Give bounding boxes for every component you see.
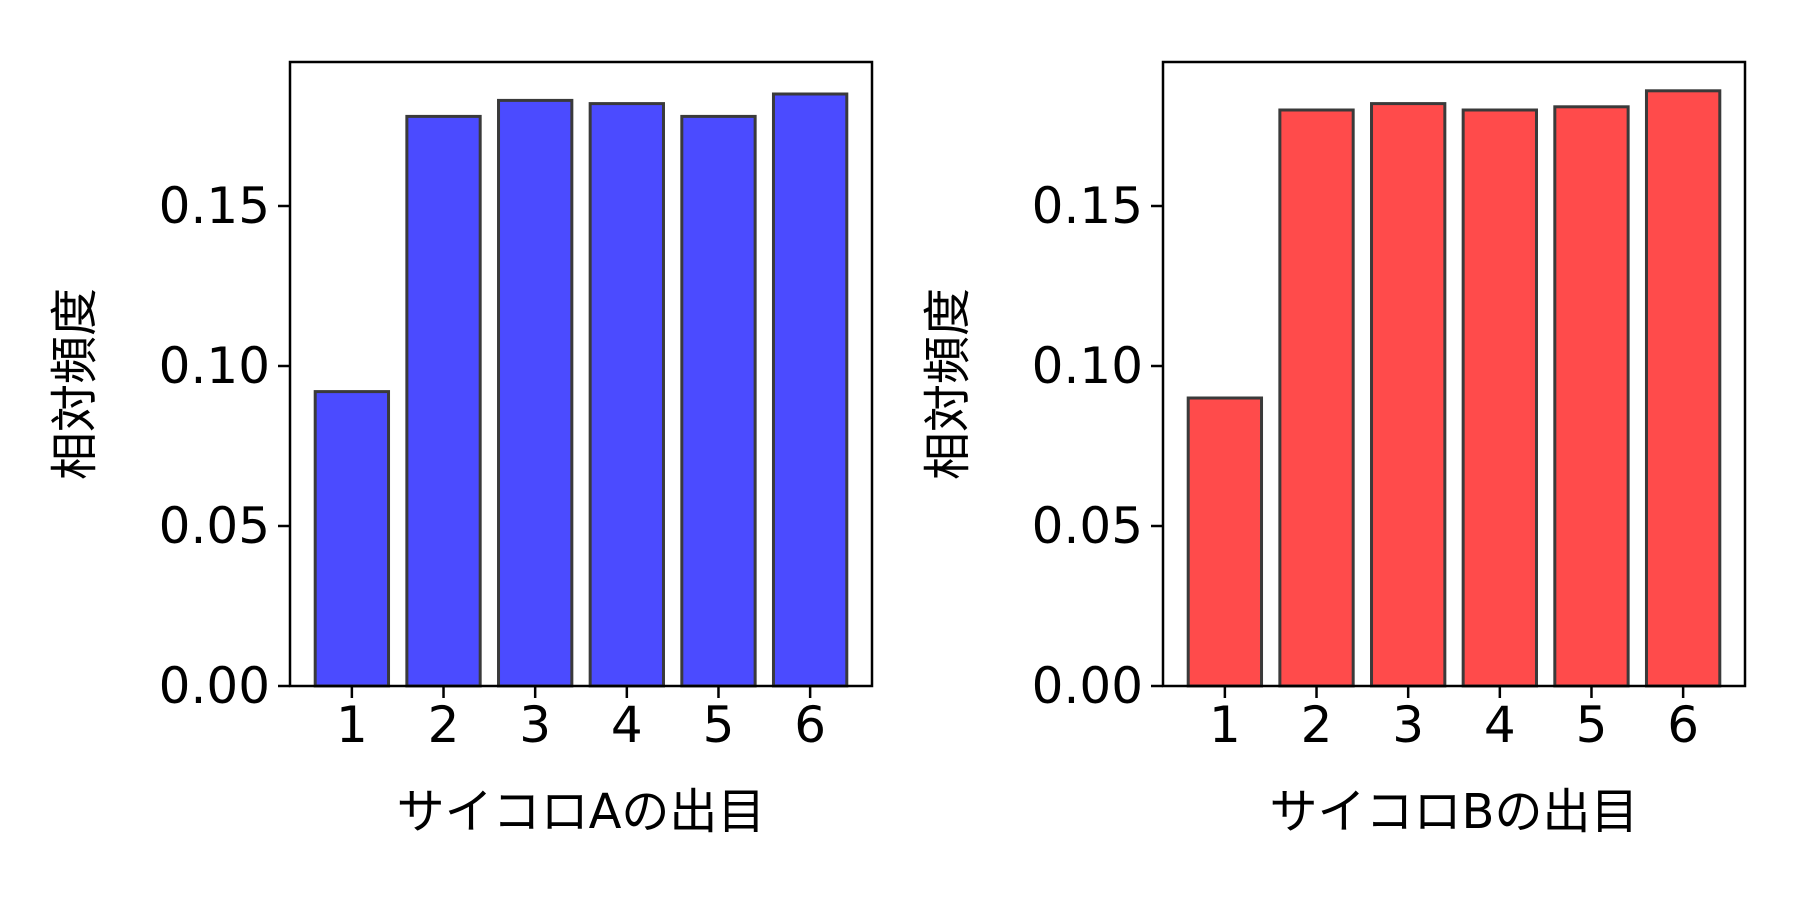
bar-dice-b-2 <box>1278 108 1355 688</box>
y-tick-label: 0.15 <box>1032 177 1143 235</box>
x-ticks-dice-a: 1 2 3 4 5 6 <box>336 686 826 754</box>
x-tick-label: 5 <box>703 696 735 754</box>
bars-dice-a <box>313 92 849 688</box>
chart-panel-dice-a: 0.00 0.05 0.10 0.15 1 2 3 4 5 6 サイコロAの出目 相対頻度 <box>47 60 874 840</box>
bar-dice-b-4 <box>1461 108 1538 688</box>
x-tick-label: 4 <box>611 696 643 754</box>
y-axis-label-dice-a: 相対頻度 <box>47 288 103 480</box>
chart-panel-dice-b: 0.00 0.05 0.10 0.15 1 2 3 4 5 6 サイコロBの出目 相対頻度 <box>920 60 1747 840</box>
y-axis-label-dice-b: 相対頻度 <box>920 288 976 480</box>
y-tick-label: 0.05 <box>159 497 270 555</box>
x-tick-label: 2 <box>428 696 460 754</box>
y-tick-label: 0.10 <box>1032 337 1143 395</box>
bar-dice-a-2 <box>405 114 482 688</box>
bar-dice-a-6 <box>771 92 849 688</box>
bar-dice-a-5 <box>680 114 757 688</box>
x-tick-label: 5 <box>1576 696 1608 754</box>
bar-dice-b-6 <box>1644 89 1722 688</box>
x-tick-label: 1 <box>1209 696 1241 754</box>
bars-dice-b <box>1186 89 1722 688</box>
axes-frame-dice-b <box>1161 60 1747 688</box>
y-ticks-dice-a: 0.00 0.05 0.10 0.15 <box>159 177 290 715</box>
x-ticks-dice-b: 1 2 3 4 5 6 <box>1209 686 1699 754</box>
x-tick-label: 2 <box>1301 696 1333 754</box>
x-tick-label: 6 <box>1667 696 1699 754</box>
bar-dice-b-1 <box>1186 396 1264 688</box>
bar-dice-a-3 <box>497 98 574 688</box>
x-tick-label: 1 <box>336 696 368 754</box>
y-tick-label: 0.10 <box>159 337 270 395</box>
x-axis-label-dice-a: サイコロAの出目 <box>397 784 766 840</box>
bar-dice-a-1 <box>313 390 391 688</box>
x-tick-label: 3 <box>1392 696 1424 754</box>
axes-frame-dice-a <box>288 60 874 688</box>
x-axis-label-dice-b: サイコロBの出目 <box>1270 784 1639 840</box>
bar-dice-b-3 <box>1370 102 1447 688</box>
x-tick-label: 6 <box>794 696 826 754</box>
x-tick-label: 3 <box>519 696 551 754</box>
y-tick-label: 0.15 <box>159 177 270 235</box>
x-tick-label: 4 <box>1484 696 1516 754</box>
y-tick-label: 0.00 <box>159 657 270 715</box>
y-tick-label: 0.00 <box>1032 657 1143 715</box>
bar-dice-b-5 <box>1553 105 1630 688</box>
bar-dice-a-4 <box>588 102 665 688</box>
y-ticks-dice-b: 0.00 0.05 0.10 0.15 <box>1032 177 1163 715</box>
y-tick-label: 0.05 <box>1032 497 1143 555</box>
